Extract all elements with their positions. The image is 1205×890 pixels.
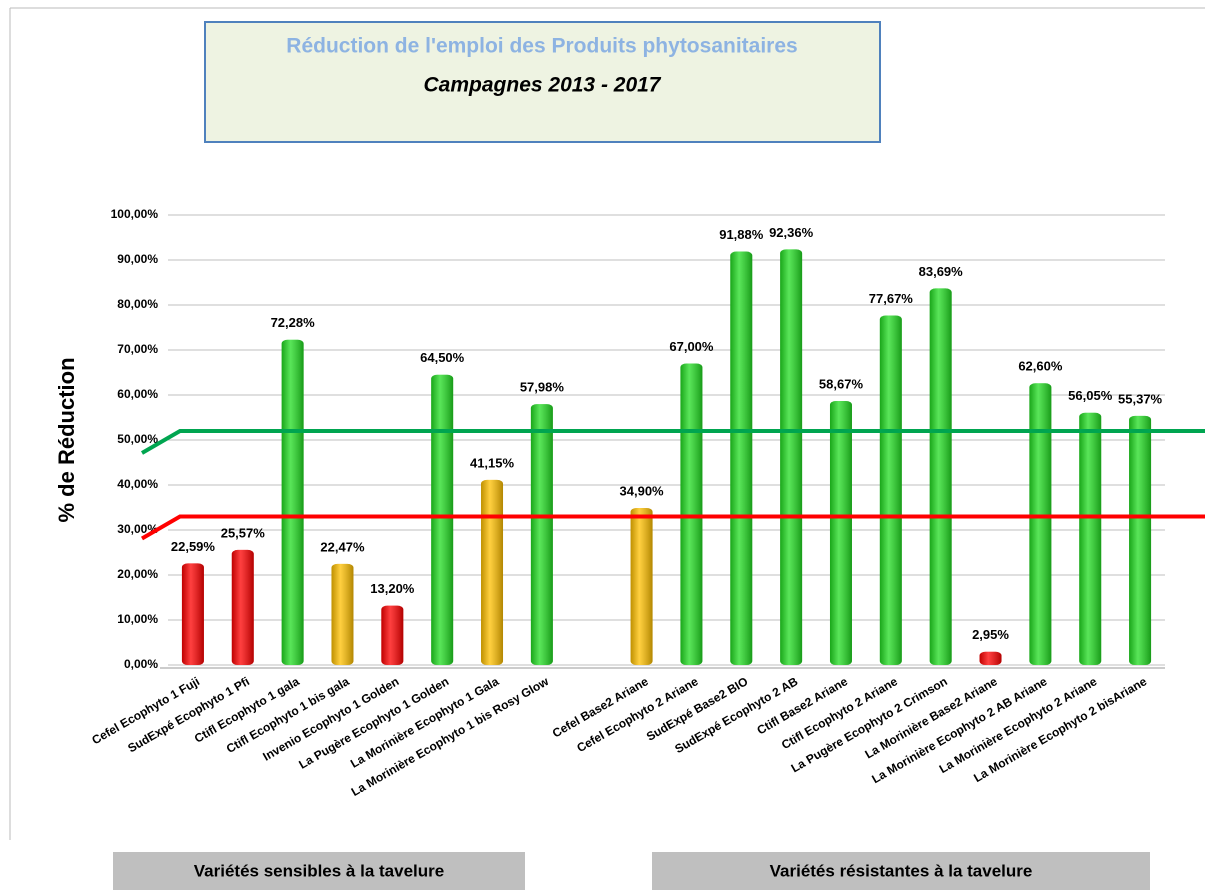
chart-subtitle: Campagnes 2013 - 2017 <box>424 74 662 97</box>
y-tick-label: 90,00% <box>117 252 158 266</box>
value-label: 91,88% <box>719 227 764 242</box>
y-tick-label: 20,00% <box>117 567 158 581</box>
value-label: 67,00% <box>669 339 714 354</box>
bar-shade <box>1029 383 1052 665</box>
y-tick-label: 100,00% <box>111 207 159 221</box>
value-label: 58,67% <box>819 376 864 391</box>
group-label: Variétés sensibles à la tavelure <box>194 861 444 880</box>
bar-shade <box>879 315 902 665</box>
value-label: 2,95% <box>972 627 1009 642</box>
bar-shade <box>730 251 753 666</box>
value-label: 77,67% <box>869 291 914 306</box>
group-box <box>652 852 1150 890</box>
bar-shade <box>979 651 1002 665</box>
bar-shade <box>431 374 454 665</box>
value-label: 72,28% <box>271 315 316 330</box>
y-tick-label: 60,00% <box>117 387 158 401</box>
value-label: 56,05% <box>1068 388 1113 403</box>
group-label: Variétés résistantes à la tavelure <box>770 861 1033 880</box>
y-tick-label: 10,00% <box>117 612 158 626</box>
y-axis-title: % de Réduction <box>54 357 79 522</box>
y-tick-label: 30,00% <box>117 522 158 536</box>
value-label: 64,50% <box>420 350 465 365</box>
reference-line <box>140 514 1205 541</box>
value-label: 25,57% <box>221 525 266 540</box>
chart-title: Réduction de l'emploi des Produits phyto… <box>286 35 797 58</box>
bar-shade <box>680 363 703 665</box>
bar-shade <box>780 249 803 665</box>
bar-shade <box>281 339 304 665</box>
bar-shade <box>829 400 852 665</box>
value-label: 34,90% <box>620 483 665 498</box>
value-label: 41,15% <box>470 455 515 470</box>
reference-line <box>140 429 1205 455</box>
bar-shade <box>481 479 504 665</box>
bar-shade <box>929 288 952 665</box>
value-label: 22,47% <box>320 539 365 554</box>
value-label: 13,20% <box>370 581 415 596</box>
bar-shade <box>1079 412 1102 665</box>
value-label: 83,69% <box>919 264 964 279</box>
bar-shade <box>231 549 254 665</box>
group-box <box>113 852 525 890</box>
bar-shade <box>630 507 653 665</box>
bar-shade <box>331 563 354 665</box>
y-tick-label: 50,00% <box>117 432 158 446</box>
value-label: 62,60% <box>1018 359 1063 374</box>
y-tick-label: 0,00% <box>124 657 158 671</box>
value-label: 55,37% <box>1118 391 1163 406</box>
title-box <box>204 21 881 143</box>
value-label: 92,36% <box>769 225 814 240</box>
bar-shade <box>530 404 553 665</box>
bar-shade <box>181 563 204 665</box>
y-tick-label: 80,00% <box>117 297 158 311</box>
y-tick-label: 70,00% <box>117 342 158 356</box>
bar-shade <box>381 605 404 665</box>
value-label: 22,59% <box>171 539 216 554</box>
y-tick-label: 40,00% <box>117 477 158 491</box>
bar-shade <box>1129 415 1152 665</box>
value-label: 57,98% <box>520 380 565 395</box>
